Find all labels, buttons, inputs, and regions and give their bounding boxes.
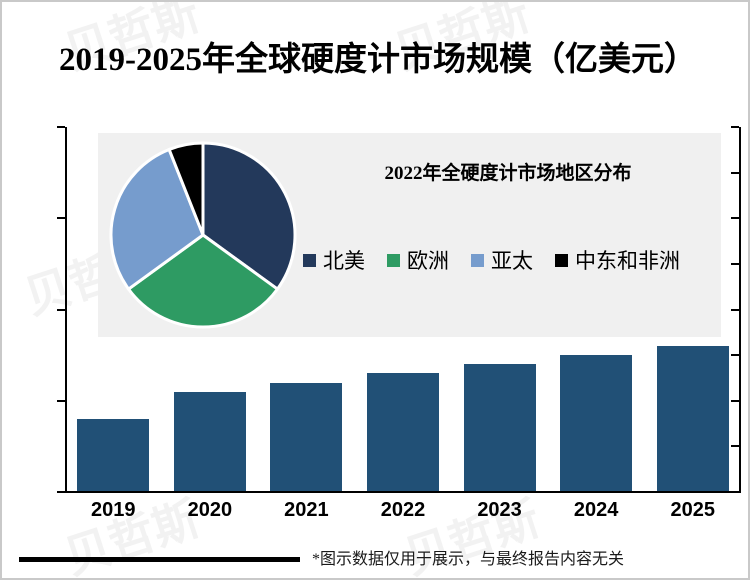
footer-note: *图示数据仅用于展示，与最终报告内容无关: [312, 551, 625, 568]
y-axis-right-tick-mark: [731, 399, 739, 402]
y-axis-right-tick-mark: [731, 171, 739, 174]
pie-inset-panel: 2022年全硬度计市场地区分布 北美 欧洲 亚太 中东和非洲: [98, 133, 721, 337]
x-axis-tick-label: 2023: [477, 499, 522, 521]
bar-2025[interactable]: [656, 346, 729, 492]
y-axis-right-tick-mark: [731, 262, 739, 265]
y-axis-right-tick-mark: [731, 445, 739, 448]
pie-slice-中东和非洲[interactable]: [167, 141, 205, 236]
watermark-text: 贝哲斯: [58, 492, 206, 580]
chart-title: 2019-2025年全球硬度计市场规模（亿美元）: [59, 42, 697, 78]
y-axis-right-tick-mark: [731, 491, 739, 493]
x-axis-tick-label: 2025: [670, 499, 715, 521]
pie-legend: 北美 欧洲 亚太 中东和非洲: [303, 245, 718, 275]
y-axis-tick-mark: [57, 491, 65, 493]
legend-swatch-icon: [387, 253, 400, 267]
y-axis-tick-mark: [57, 126, 65, 128]
y-axis-tick-mark: [57, 217, 65, 220]
y-axis-right-tick-mark: [731, 354, 739, 357]
bar-2022[interactable]: [367, 373, 439, 492]
legend-label: 北美: [323, 249, 365, 273]
x-axis-line: [65, 491, 741, 493]
bar-2020[interactable]: [173, 391, 246, 492]
legend-item-北美[interactable]: 北美: [303, 245, 365, 275]
pie-slice-亚太[interactable]: [109, 147, 205, 292]
legend-item-中东和非洲[interactable]: 中东和非洲: [555, 245, 680, 275]
pie-inset-title: 2022年全硬度计市场地区分布: [384, 163, 632, 184]
legend-item-欧洲[interactable]: 欧洲: [387, 245, 449, 275]
bar-plot-area: [65, 127, 741, 492]
legend-item-亚太[interactable]: 亚太: [471, 245, 533, 275]
y-axis-right-tick-mark: [731, 308, 739, 311]
y-axis-tick-mark: [57, 399, 65, 402]
pie-svg: [109, 141, 297, 329]
bar-2024[interactable]: [560, 355, 633, 492]
legend-swatch-icon: [303, 253, 316, 267]
y-axis-right-line: [739, 127, 741, 493]
legend-swatch-icon: [555, 253, 568, 267]
x-axis-tick-label: 2019: [91, 499, 136, 521]
pie-chart: [108, 140, 298, 330]
y-axis-line: [65, 127, 67, 493]
bar-2021[interactable]: [270, 382, 343, 492]
x-axis-tick-label: 2021: [284, 499, 329, 521]
pie-slice-欧洲[interactable]: [126, 233, 280, 329]
bar-2023[interactable]: [463, 364, 536, 492]
legend-label: 欧洲: [407, 249, 449, 273]
x-axis-tick-label: 2022: [380, 499, 426, 521]
legend-swatch-icon: [471, 253, 484, 267]
footer-rule: [19, 557, 300, 562]
y-axis-right-tick-mark: [731, 126, 739, 128]
y-axis-right-tick-mark: [731, 217, 739, 220]
x-axis-tick-label: 2024: [573, 499, 619, 521]
legend-label: 中东和非洲: [575, 249, 680, 273]
x-axis-tick-label: 2020: [187, 499, 233, 521]
legend-label: 亚太: [491, 249, 533, 273]
y-axis-tick-mark: [57, 308, 65, 311]
bar-2019[interactable]: [77, 419, 150, 492]
pie-slice-北美[interactable]: [201, 141, 297, 292]
